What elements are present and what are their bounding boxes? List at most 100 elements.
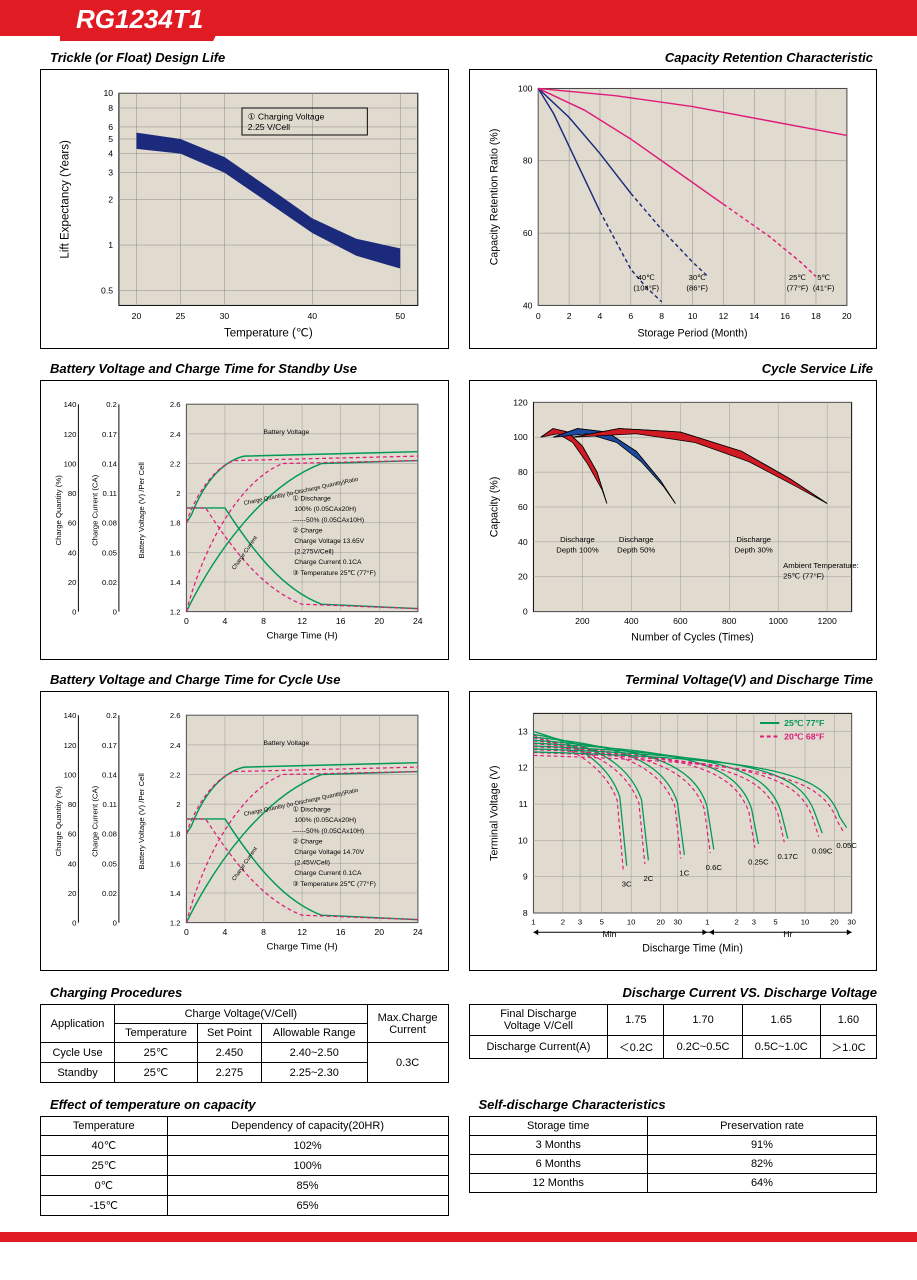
svg-text:8: 8 (261, 616, 266, 626)
svg-text:0.25C: 0.25C (748, 858, 769, 867)
svg-text:1.6: 1.6 (170, 548, 181, 557)
svg-text:0.17: 0.17 (102, 430, 117, 439)
svg-text:Charge Current (CA): Charge Current (CA) (91, 474, 100, 545)
svg-text:8: 8 (659, 311, 664, 321)
standby-chart: 04812162024001.2200.021.4400.051.6600.08… (40, 380, 449, 660)
svg-text:0: 0 (522, 607, 527, 617)
svg-text:Discharge Time (Min): Discharge Time (Min) (642, 943, 743, 955)
svg-text:DischargeDepth 50%: DischargeDepth 50% (617, 535, 655, 555)
svg-text:1.2: 1.2 (170, 919, 181, 928)
svg-text:0.11: 0.11 (103, 489, 117, 498)
trickle-title: Trickle (or Float) Design Life (50, 50, 449, 65)
svg-text:1.8: 1.8 (170, 830, 181, 839)
svg-text:0: 0 (184, 927, 189, 937)
svg-text:0.11: 0.11 (103, 800, 117, 809)
tempcap-title: Effect of temperature on capacity (50, 1097, 449, 1112)
svg-text:60: 60 (68, 519, 77, 528)
svg-text:16: 16 (336, 616, 346, 626)
svg-text:Number of Cycles (Times): Number of Cycles (Times) (631, 632, 754, 644)
svg-text:20: 20 (132, 311, 142, 321)
svg-text:100: 100 (513, 432, 528, 442)
svg-text:4: 4 (223, 616, 228, 626)
svg-text:2.4: 2.4 (170, 430, 181, 439)
svg-text:30: 30 (220, 311, 230, 321)
model-number: RG1234T1 (76, 4, 203, 34)
svg-text:0: 0 (113, 919, 117, 928)
svg-text:8: 8 (522, 908, 527, 918)
cyclelife-title: Cycle Service Life (479, 361, 874, 376)
svg-text:2: 2 (108, 194, 113, 204)
svg-text:80: 80 (518, 467, 528, 477)
svg-text:20: 20 (656, 918, 665, 927)
selfdis-title: Self-discharge Characteristics (479, 1097, 878, 1112)
svg-text:18: 18 (811, 311, 821, 321)
svg-text:40: 40 (68, 548, 77, 557)
svg-text:2.2: 2.2 (170, 459, 181, 468)
svg-text:1200: 1200 (817, 616, 836, 626)
svg-text:20: 20 (842, 311, 852, 321)
svg-text:24: 24 (413, 616, 423, 626)
svg-text:120: 120 (513, 397, 528, 407)
svg-text:400: 400 (624, 616, 639, 626)
svg-text:10: 10 (518, 835, 528, 845)
svg-text:0.02: 0.02 (102, 889, 117, 898)
svg-text:60: 60 (522, 228, 532, 238)
svg-text:0.08: 0.08 (102, 830, 117, 839)
svg-text:100: 100 (518, 83, 533, 93)
svg-text:8: 8 (108, 103, 113, 113)
svg-text:80: 80 (68, 800, 77, 809)
footer-bar (0, 1232, 917, 1242)
svg-text:Min: Min (602, 929, 616, 939)
svg-text:12: 12 (297, 616, 307, 626)
svg-text:0.05: 0.05 (102, 859, 117, 868)
svg-text:100: 100 (64, 770, 77, 779)
svg-text:Terminal Voltage (V): Terminal Voltage (V) (488, 765, 500, 860)
svg-text:2: 2 (560, 918, 564, 927)
svg-text:1: 1 (705, 918, 709, 927)
svg-text:25: 25 (176, 311, 186, 321)
svg-text:1: 1 (108, 240, 113, 250)
svg-text:3: 3 (577, 918, 581, 927)
svg-text:20: 20 (830, 918, 839, 927)
svg-text:0: 0 (184, 616, 189, 626)
cyclelife-chart: 20040060080010001200020406080100120Disch… (469, 380, 878, 660)
svg-text:40: 40 (518, 537, 528, 547)
svg-text:60: 60 (68, 830, 77, 839)
svg-text:20℃ 68°F: 20℃ 68°F (784, 731, 824, 741)
svg-text:2C: 2C (643, 874, 653, 883)
svg-text:1C: 1C (679, 868, 689, 877)
svg-text:20: 20 (374, 616, 384, 626)
svg-text:80: 80 (68, 489, 77, 498)
svg-text:1.6: 1.6 (170, 859, 181, 868)
svg-text:Charge Quantity (%): Charge Quantity (%) (54, 475, 63, 546)
svg-text:10: 10 (103, 88, 113, 98)
tempcap-table: TemperatureDependency of capacity(20HR) … (40, 1116, 449, 1216)
svg-text:40: 40 (522, 300, 532, 310)
svg-text:40: 40 (307, 311, 317, 321)
svg-text:0.5: 0.5 (101, 286, 113, 296)
svg-text:Charge Quantity (%): Charge Quantity (%) (54, 786, 63, 857)
standby-title: Battery Voltage and Charge Time for Stan… (50, 361, 449, 376)
charging-title: Charging Procedures (50, 985, 449, 1000)
svg-text:Charge Time (H): Charge Time (H) (267, 631, 338, 642)
svg-text:2.2: 2.2 (170, 770, 181, 779)
svg-text:24: 24 (413, 927, 423, 937)
svg-text:Charge Current (CA): Charge Current (CA) (91, 785, 100, 856)
trickle-chart: 0.51234568102025304050Temperature (℃)Lif… (40, 69, 449, 349)
svg-text:12: 12 (297, 927, 307, 937)
svg-text:13: 13 (518, 726, 528, 736)
svg-text:0.05C: 0.05C (836, 841, 857, 850)
svg-text:8: 8 (261, 927, 266, 937)
svg-text:2.4: 2.4 (170, 741, 181, 750)
svg-text:10: 10 (687, 311, 697, 321)
svg-text:0: 0 (113, 608, 117, 617)
svg-text:25℃(77°F): 25℃(77°F) (786, 273, 808, 293)
svg-text:20: 20 (518, 572, 528, 582)
svg-text:DischargeDepth 30%: DischargeDepth 30% (734, 535, 772, 555)
svg-text:50: 50 (395, 311, 405, 321)
svg-text:1000: 1000 (768, 616, 787, 626)
svg-text:0: 0 (72, 919, 76, 928)
svg-text:20: 20 (374, 927, 384, 937)
charging-table: Application Charge Voltage(V/Cell) Max.C… (40, 1004, 449, 1083)
svg-text:Charge Time (H): Charge Time (H) (267, 942, 338, 953)
